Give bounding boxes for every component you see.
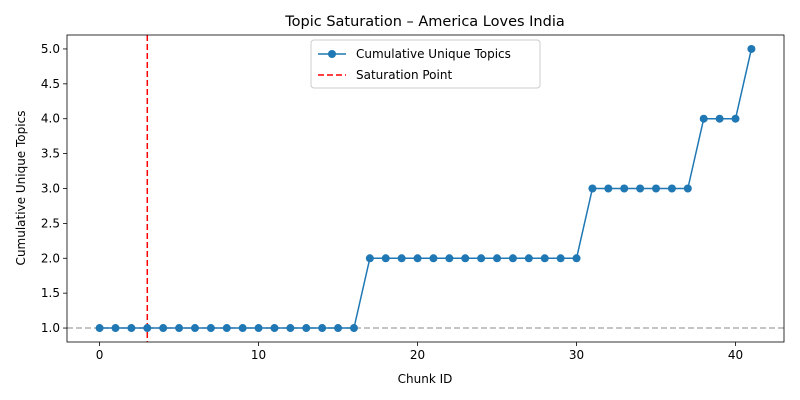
data-point-6 bbox=[190, 324, 199, 333]
data-point-28 bbox=[540, 254, 549, 263]
data-point-17 bbox=[365, 254, 374, 263]
data-point-34 bbox=[636, 184, 645, 193]
data-point-35 bbox=[652, 184, 661, 193]
y-tick-label: 1.0 bbox=[41, 321, 60, 335]
data-point-3 bbox=[143, 324, 152, 333]
y-tick-label: 5.0 bbox=[41, 42, 60, 56]
data-point-15 bbox=[334, 324, 343, 333]
y-tick-label: 4.0 bbox=[41, 112, 60, 126]
data-point-4 bbox=[159, 324, 168, 333]
y-axis-label: Cumulative Unique Topics bbox=[14, 111, 28, 266]
data-point-30 bbox=[572, 254, 581, 263]
y-tick-label: 1.5 bbox=[41, 286, 60, 300]
data-point-19 bbox=[397, 254, 406, 263]
data-point-13 bbox=[302, 324, 311, 333]
data-point-2 bbox=[127, 324, 136, 333]
data-point-27 bbox=[524, 254, 533, 263]
legend-series-marker bbox=[328, 50, 336, 58]
data-point-39 bbox=[715, 114, 724, 123]
data-point-7 bbox=[206, 324, 215, 333]
y-tick-label: 4.5 bbox=[41, 77, 60, 91]
data-point-16 bbox=[349, 324, 358, 333]
x-tick-label: 0 bbox=[96, 348, 104, 362]
data-point-33 bbox=[620, 184, 629, 193]
data-point-32 bbox=[604, 184, 613, 193]
data-point-40 bbox=[731, 114, 740, 123]
x-tick-label: 40 bbox=[728, 348, 743, 362]
data-point-26 bbox=[508, 254, 517, 263]
data-point-41 bbox=[747, 44, 756, 53]
chart-title: Topic Saturation – America Loves India bbox=[284, 14, 565, 30]
x-axis-label: Chunk ID bbox=[398, 372, 453, 386]
data-point-14 bbox=[318, 324, 327, 333]
data-point-31 bbox=[588, 184, 597, 193]
data-point-23 bbox=[461, 254, 470, 263]
data-point-0 bbox=[95, 324, 104, 333]
data-point-12 bbox=[286, 324, 295, 333]
data-point-25 bbox=[493, 254, 502, 263]
data-point-9 bbox=[238, 324, 247, 333]
data-point-20 bbox=[413, 254, 422, 263]
legend-series-label: Cumulative Unique Topics bbox=[356, 47, 511, 61]
legend-box bbox=[310, 39, 541, 89]
plot-area: 0 10 20 30 40 1.0 1.5 2.0 2.5 3.0 3.5 4.0 4.5 5.0 bbox=[41, 34, 785, 362]
data-point-21 bbox=[429, 254, 438, 263]
y-tick-label: 3.0 bbox=[41, 182, 60, 196]
data-point-24 bbox=[477, 254, 486, 263]
data-point-5 bbox=[175, 324, 184, 333]
data-point-37 bbox=[683, 184, 692, 193]
data-point-29 bbox=[556, 254, 565, 263]
y-tick-label: 2.0 bbox=[41, 251, 60, 265]
data-point-1 bbox=[111, 324, 120, 333]
data-point-10 bbox=[254, 324, 263, 333]
data-point-11 bbox=[270, 324, 279, 333]
x-tick-label: 30 bbox=[569, 348, 584, 362]
data-point-8 bbox=[222, 324, 231, 333]
data-point-36 bbox=[667, 184, 676, 193]
data-point-38 bbox=[699, 114, 708, 123]
data-point-18 bbox=[381, 254, 390, 263]
x-tick-label: 10 bbox=[251, 348, 266, 362]
legend: Cumulative Unique Topics Saturation Poin… bbox=[310, 39, 541, 89]
legend-saturation-label: Saturation Point bbox=[356, 68, 452, 82]
data-point-22 bbox=[445, 254, 454, 263]
y-tick-label: 2.5 bbox=[41, 216, 60, 230]
y-tick-label: 3.5 bbox=[41, 147, 60, 161]
x-tick-label: 20 bbox=[410, 348, 425, 362]
